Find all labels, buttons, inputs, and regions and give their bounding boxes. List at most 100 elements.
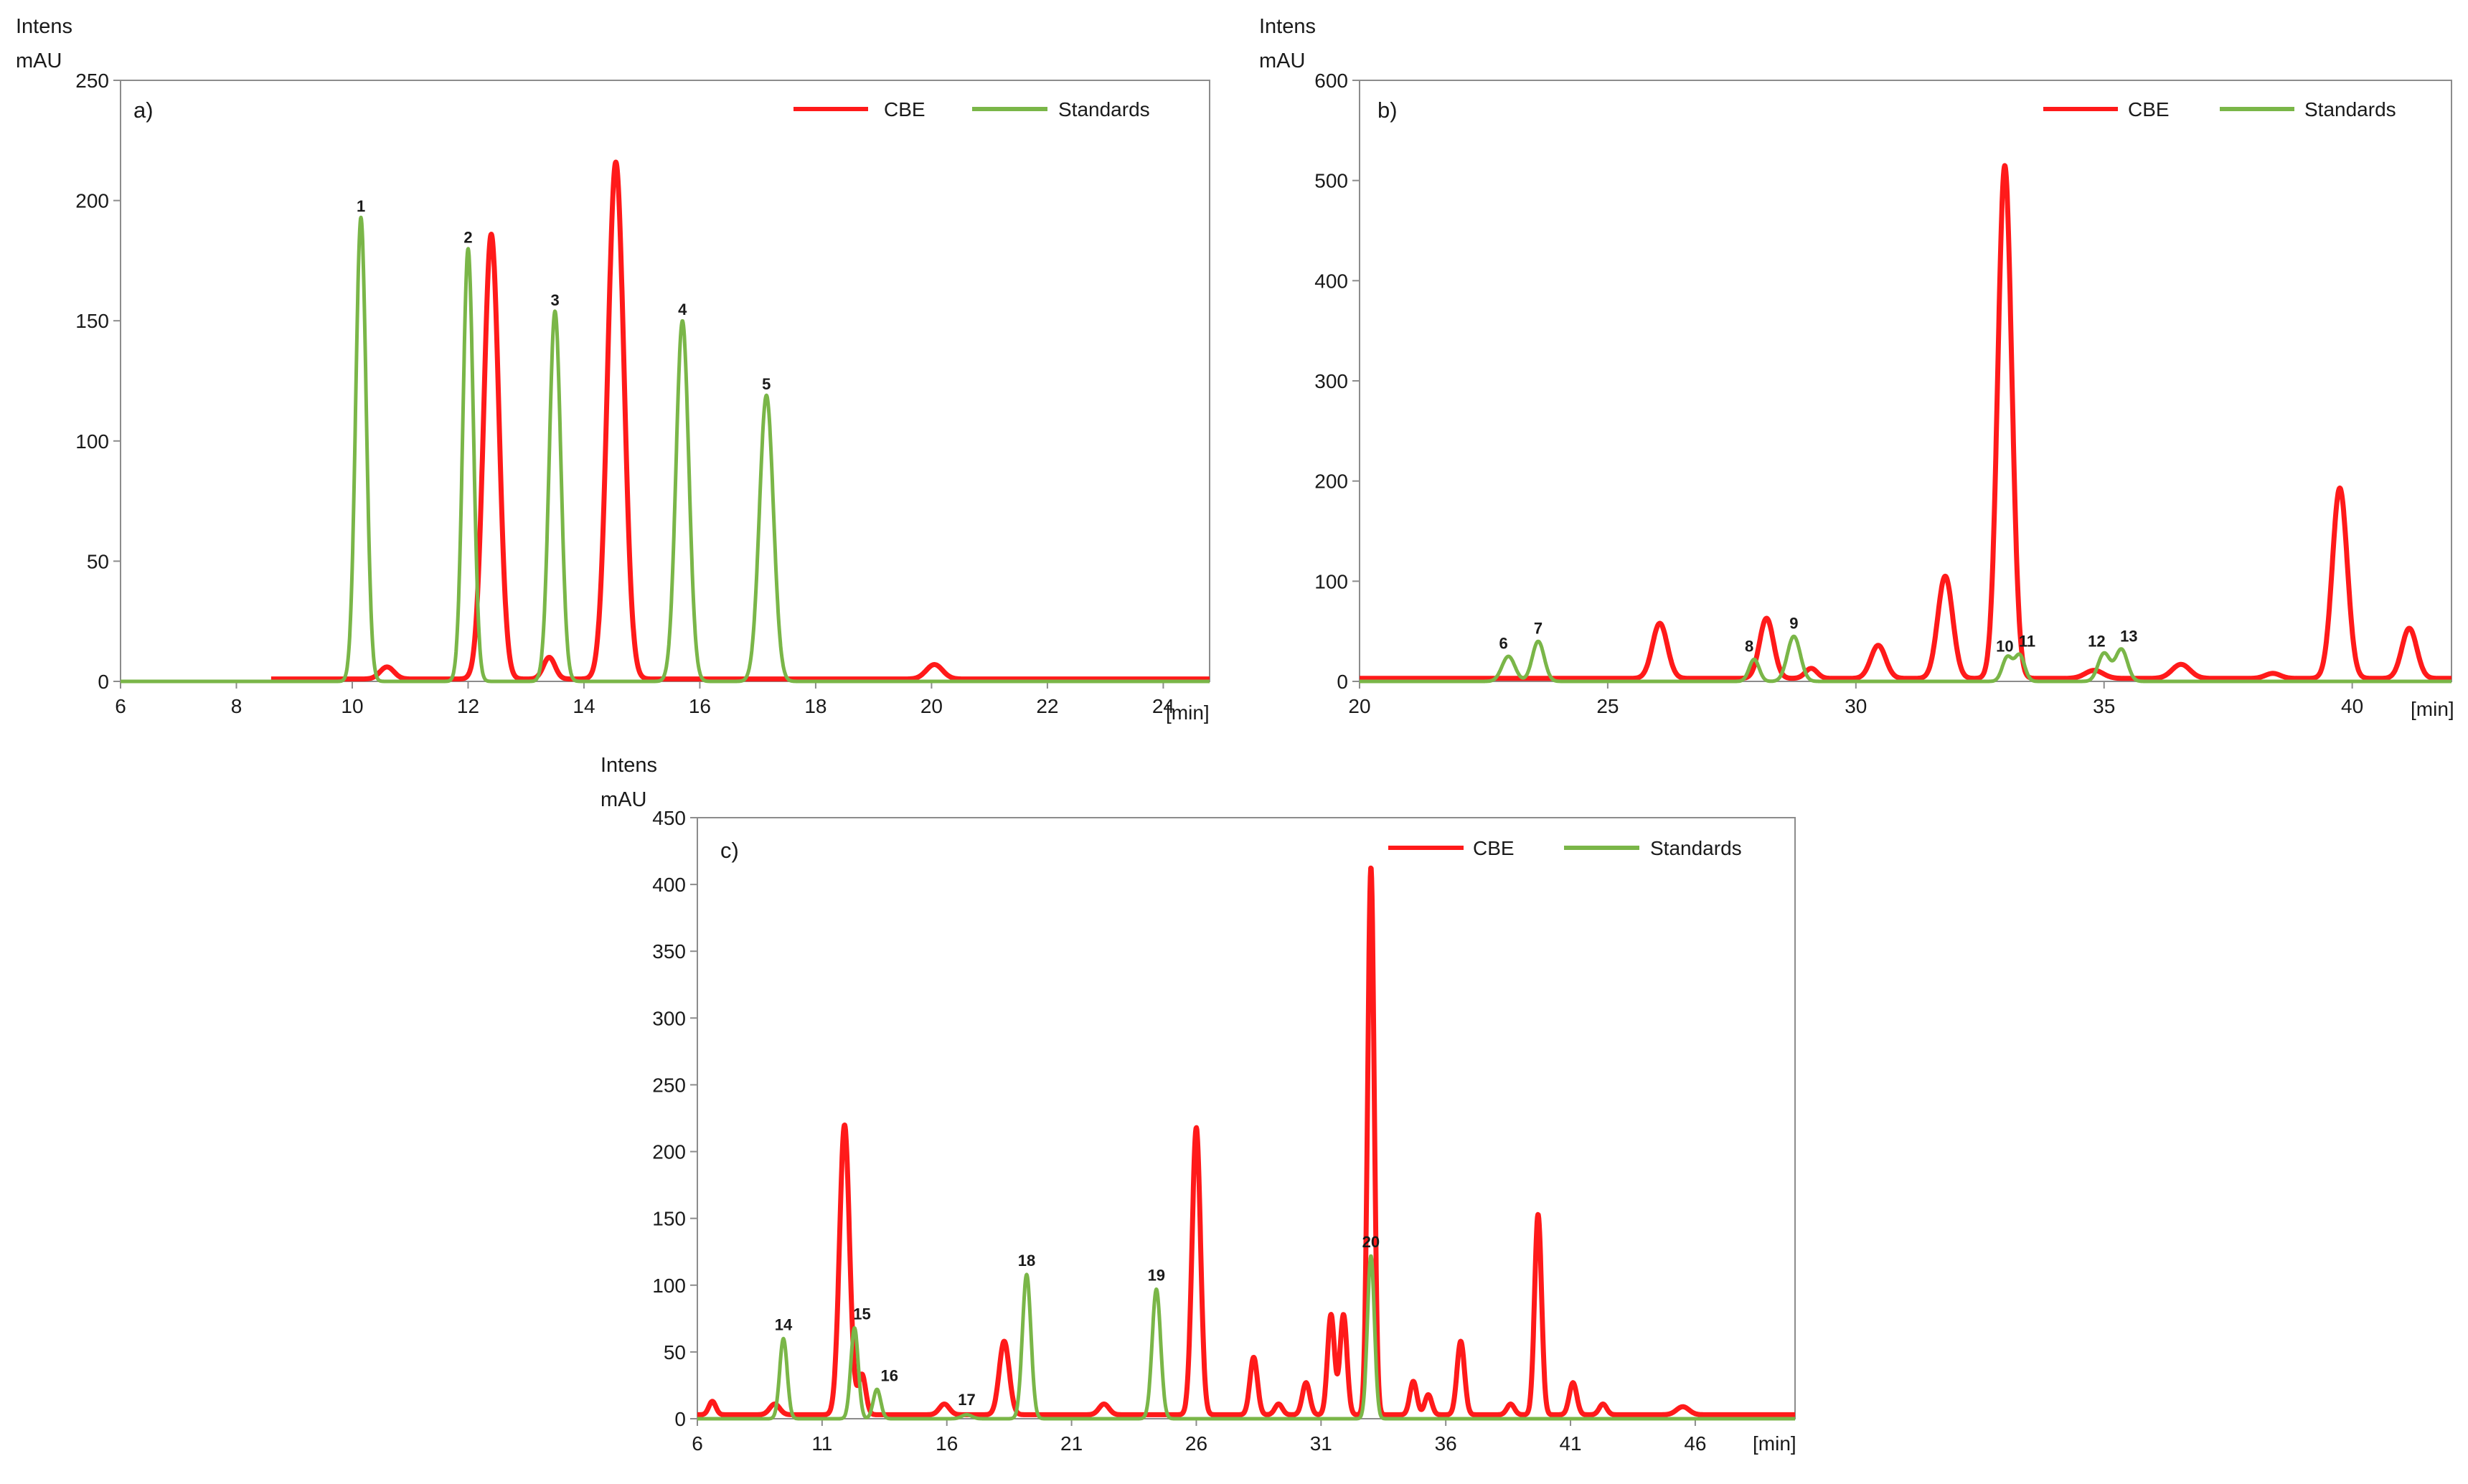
panel-label: b) <box>1377 98 1398 123</box>
x-tick-label: 12 <box>457 695 479 717</box>
y-axis-title-line1: Intens <box>16 15 72 38</box>
peak-label: 19 <box>1148 1267 1165 1285</box>
plot-area <box>1359 80 2452 682</box>
plot-area <box>697 817 1796 1419</box>
legend-label-cbe: CBE <box>2128 98 2170 120</box>
legend-label-standards: Standards <box>1650 837 1742 859</box>
x-tick-label: 41 <box>1559 1432 1581 1455</box>
peak-label: 10 <box>1996 637 2013 655</box>
x-axis-unit: [min] <box>1166 701 1210 724</box>
x-axis-unit: [min] <box>2411 698 2454 720</box>
peak-label: 13 <box>2120 628 2137 646</box>
chart-panel-c: Intens mAU c) CBE Standards [min] 0 50 100… <box>600 754 1797 1455</box>
x-tick-label: 18 <box>804 695 826 717</box>
x-tick-label: 22 <box>1036 695 1058 717</box>
y-tick-label: 150 <box>75 310 109 332</box>
x-tick-label: 20 <box>920 695 943 717</box>
peak-label: 2 <box>463 229 472 247</box>
y-axis-title-line2: mAU <box>1259 49 1305 72</box>
x-tick-label: 30 <box>1845 695 1867 717</box>
chart-panel-a: Intens mAU a) CBE Standards [min] 0 50 100… <box>16 15 1212 724</box>
x-tick-label: 26 <box>1185 1432 1207 1455</box>
x-tick-label: 6 <box>692 1432 703 1455</box>
series-standards-line <box>696 1254 1796 1421</box>
y-tick-label: 100 <box>1314 570 1348 592</box>
y-tick-label: 400 <box>1314 270 1348 292</box>
x-tick-label: 24 <box>1152 695 1174 717</box>
y-tick-label: 500 <box>1314 170 1348 192</box>
y-tick-label: 50 <box>87 550 109 572</box>
x-tick-label: 21 <box>1060 1432 1083 1455</box>
x-tick-label: 25 <box>1596 695 1619 717</box>
x-tick-label: 46 <box>1684 1432 1706 1455</box>
x-tick-label: 8 <box>231 695 242 717</box>
peak-label: 17 <box>958 1391 975 1409</box>
legend: CBE Standards <box>2043 98 2396 120</box>
panel-label: c) <box>720 838 739 863</box>
peak-label: 16 <box>881 1366 898 1384</box>
y-tick-label: 200 <box>652 1141 686 1163</box>
chart-panel-b: Intens mAU b) CBE Standards [min] 0 100 20… <box>1259 15 2454 720</box>
peak-label: 7 <box>1534 619 1542 637</box>
y-tick-label: 0 <box>98 671 109 693</box>
x-tick-label: 10 <box>341 695 363 717</box>
x-tick-label: 16 <box>936 1432 958 1455</box>
series-cbe-line <box>1357 163 2454 681</box>
peak-label: 5 <box>762 375 771 393</box>
series-cbe-line <box>695 865 1797 1417</box>
y-tick-label: 100 <box>75 430 109 453</box>
y-tick-label: 100 <box>652 1275 686 1297</box>
peak-label: 11 <box>2019 632 2035 650</box>
x-tick-label: 40 <box>2341 695 2363 717</box>
y-tick-label: 200 <box>75 190 109 212</box>
y-tick-label: 400 <box>652 874 686 896</box>
series-standards-line <box>1358 634 2453 684</box>
legend-label-cbe: CBE <box>1473 837 1515 859</box>
y-tick-label: 0 <box>1337 671 1348 693</box>
y-tick-label: 150 <box>652 1208 686 1230</box>
x-tick-label: 36 <box>1435 1432 1457 1455</box>
y-tick-label: 0 <box>674 1408 686 1430</box>
y-axis-title-line1: Intens <box>600 754 657 777</box>
peak-label: 1 <box>357 197 365 215</box>
y-tick-label: 450 <box>652 807 686 829</box>
legend-label-standards: Standards <box>2304 98 2396 120</box>
x-tick-label: 6 <box>115 695 126 717</box>
peak-label: 4 <box>678 301 687 318</box>
legend-label-standards: Standards <box>1058 98 1150 120</box>
y-tick-label: 600 <box>1314 70 1348 92</box>
x-tick-label: 11 <box>811 1432 832 1455</box>
y-tick-label: 200 <box>1314 471 1348 493</box>
panel-label: a) <box>133 98 154 123</box>
peak-label: 3 <box>550 291 559 309</box>
y-tick-label: 350 <box>652 940 686 963</box>
y-tick-label: 50 <box>664 1341 686 1364</box>
plot-area <box>120 80 1210 682</box>
y-axis-title-line1: Intens <box>1259 15 1316 38</box>
series-standards-line <box>119 215 1211 684</box>
peak-label: 14 <box>775 1316 793 1334</box>
x-tick-label: 35 <box>2093 695 2115 717</box>
peak-label: 15 <box>853 1305 870 1323</box>
y-tick-label: 300 <box>1314 370 1348 392</box>
x-tick-label: 20 <box>1348 695 1370 717</box>
peak-label: 20 <box>1362 1233 1380 1251</box>
peak-label: 18 <box>1018 1252 1035 1270</box>
x-tick-label: 16 <box>689 695 711 717</box>
y-axis-title-line2: mAU <box>600 788 646 811</box>
legend-label-cbe: CBE <box>884 98 926 120</box>
legend: CBE Standards <box>1388 837 1742 859</box>
y-tick-label: 250 <box>652 1074 686 1096</box>
peak-label: 6 <box>1499 634 1508 652</box>
x-axis-unit: [min] <box>1753 1432 1796 1455</box>
y-tick-label: 250 <box>75 70 109 92</box>
peak-label: 8 <box>1745 637 1753 655</box>
legend: CBE Standards <box>793 98 1150 120</box>
series-cbe-line <box>268 159 1212 682</box>
x-tick-label: 14 <box>573 695 595 717</box>
peak-label: 9 <box>1789 614 1798 632</box>
y-axis-title-line2: mAU <box>16 49 62 72</box>
peak-label: 12 <box>2088 632 2105 650</box>
y-tick-label: 300 <box>652 1007 686 1029</box>
